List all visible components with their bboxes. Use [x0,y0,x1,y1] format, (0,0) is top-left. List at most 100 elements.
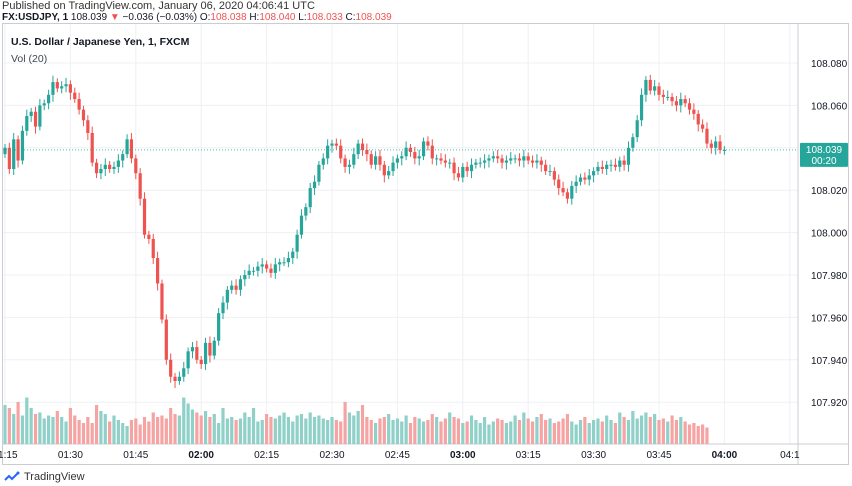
candle-body [461,166,465,178]
candle-body [644,79,648,95]
y-tick-label: 108.060 [811,101,848,112]
candle-body [343,158,347,167]
candle-body [64,84,68,87]
symbol-name[interactable]: FX:USDJPY, 1 [2,12,69,23]
candle-body [648,79,652,91]
published-caption: Published on TradingView.com, January 06… [2,0,315,12]
candle-body [330,143,334,146]
volume-bar [81,423,86,444]
legend-symbol-title[interactable]: U.S. Dollar / Japanese Yen, 1, FXCM [11,36,190,48]
candle-body [705,128,709,144]
y-tick-label: 108.080 [811,59,848,70]
volume-bar [382,417,386,444]
volume-bar [225,418,229,444]
candle-body [609,164,613,166]
volume-bar [535,417,539,444]
volume-bar [186,403,190,444]
volume-bar [347,412,352,444]
candle-body [692,109,696,114]
x-tick-label: 03:00 [450,450,476,461]
volume-bar [260,420,264,444]
x-tick-label: 02:00 [188,450,214,461]
chart-legend: U.S. Dollar / Japanese Yen, 1, FXCM Vol … [11,34,189,68]
x-tick-label: 02:45 [385,450,410,461]
volume-bar [421,421,426,444]
candle-body [160,283,164,320]
volume-bar [312,417,317,444]
candle-body [47,94,51,104]
volume-bar [539,414,543,444]
volume-bar [618,412,622,444]
volume-bar [557,421,561,444]
volume-bar [683,421,687,444]
volume-bar [173,414,177,444]
candle-body [94,162,99,174]
candle-body [108,164,112,169]
candle-body [491,156,495,159]
candle-body [234,285,238,290]
candle-body [334,143,338,146]
volume-bar [578,420,583,444]
candle-body [382,164,386,176]
y-tick-label: 108.000 [811,229,848,240]
low-value: 108.033 [306,12,343,23]
volume-bar [465,421,469,444]
last-price-badge [800,142,848,167]
candle-body [500,158,504,163]
volume-bar [613,423,617,444]
candle-body [395,158,399,163]
candle-body [147,234,151,239]
volume-bar [387,414,391,444]
candle-body [326,145,330,159]
candle-body [718,141,722,150]
volume-bar [648,417,652,444]
candle-body [670,96,674,102]
candle-body [138,173,142,199]
volume-bar [308,412,312,444]
volume-bar [474,420,478,444]
volume-bar [360,405,365,444]
candle-body [121,154,125,161]
high-value: 108.040 [259,12,296,23]
volume-bar [413,417,417,444]
volume-bar [251,408,256,444]
candle-body [38,105,42,127]
volume-bar [77,420,81,444]
close-value: 108.039 [355,12,392,23]
volume-bar [182,397,186,444]
candle-body [374,156,378,165]
candle-body [408,147,413,153]
candle-body [504,160,508,163]
chart-frame[interactable] [2,23,849,465]
volume-bar [199,415,203,444]
volume-bar [600,421,604,444]
y-tick-label: 107.960 [811,313,848,324]
legend-volume-indicator[interactable]: Vol (20) [11,53,48,65]
candle-body [212,340,216,356]
candle-body [639,94,644,121]
candle-body [535,160,539,163]
volume-bar [217,423,221,444]
candle-body [596,166,600,172]
candle-body [391,162,395,172]
candle-body [321,158,325,165]
candle-body [378,156,382,165]
volume-bar [666,421,670,444]
candle-body [517,158,522,161]
candle-body [696,113,700,125]
candle-body [225,289,229,303]
candle-body [487,158,491,161]
volume-bar [151,412,155,444]
candle-body [430,145,434,159]
candle-body [369,154,373,165]
volume-bar [565,414,570,444]
candle-body [626,147,631,165]
volume-bar [395,418,399,444]
volume-bar [334,420,338,444]
volume-bar [622,417,626,444]
volume-bar [522,412,526,444]
volume-bar [326,420,330,444]
candle-body [552,171,556,180]
candle-body [186,351,190,369]
